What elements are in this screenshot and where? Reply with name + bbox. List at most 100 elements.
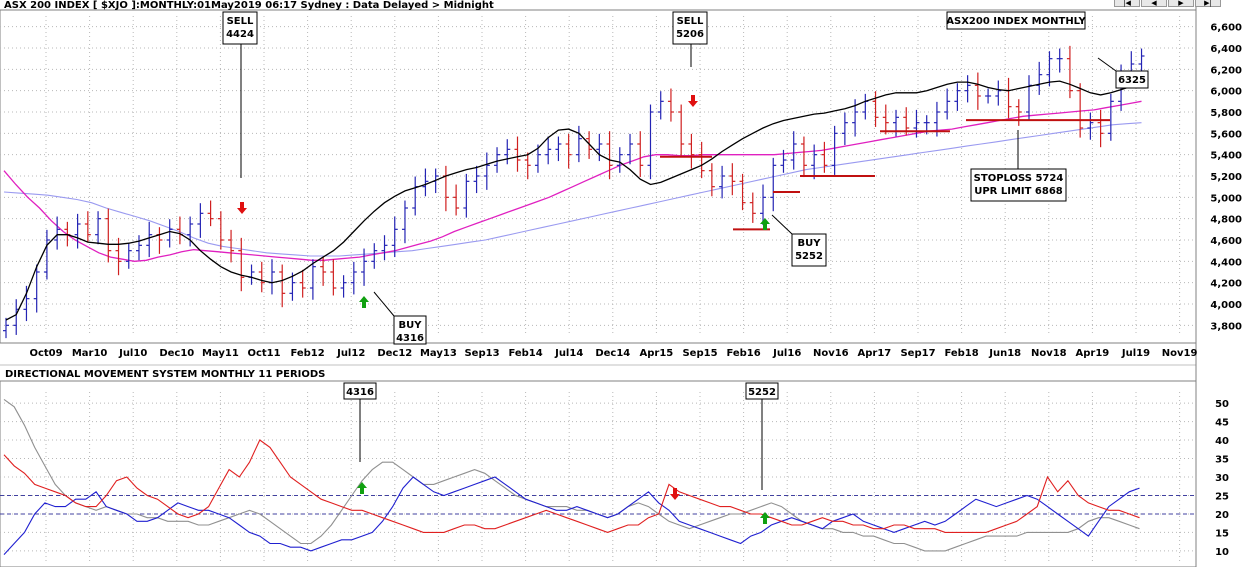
nav-first-button[interactable]: |◀ [1114,0,1140,7]
price-bar [371,243,378,269]
price-bar [729,163,736,196]
indicator-callout-1: 4316 [343,382,377,462]
callout-box [1115,70,1149,89]
x-tick-label: Jun18 [988,348,1021,359]
nav-last-button[interactable]: ▶| [1195,0,1221,7]
x-tick-label: Oct11 [247,348,280,359]
price-bar [340,275,347,298]
callout-box [672,11,708,45]
price-bar [719,165,726,199]
stoploss-callout: STOPLOSS 5724 UPR LIMIT 6868 [970,130,1067,202]
x-tick-label: Feb16 [726,348,760,359]
price-y-axis: 3,800 4,000 4,200 4,400 4,600 4,800 5,000 5,200… [1210,23,1242,333]
price-bar [698,141,705,179]
callout-text: BUY [798,238,822,249]
price-bar [678,104,685,156]
indicator-title: DIRECTIONAL MOVEMENT SYSTEM MONTHLY 11 P… [5,369,325,380]
indicator-y-axis: 10 15 20 25 30 35 40 45 50 [1215,399,1229,558]
x-tick-label: Oct09 [29,348,62,359]
price-bar [545,136,552,165]
price-bar [606,131,613,180]
price-bar [95,211,102,245]
price-bar [1087,112,1094,140]
price-bar [821,141,828,173]
last-price-callout: 6325 [1097,57,1149,89]
price-bar [84,211,91,243]
price-y-tick: 6,600 [1210,23,1242,34]
buy-callout-2: BUY 5252 [771,214,827,267]
buy-arrow [760,218,770,230]
price-bar [790,131,797,170]
price-y-tick: 4,200 [1210,279,1242,290]
price-y-tick: 6,400 [1210,44,1242,55]
price-bar [166,219,173,248]
indicator-panel [0,380,1197,567]
chart-header-title: ASX 200 INDEX [ $XJO ]:MONTHLY:01May2019… [4,0,494,11]
price-bar [494,147,501,173]
price-bar [54,216,61,250]
price-bar [616,147,623,173]
price-bar [667,88,674,122]
price-bar [688,133,695,169]
price-y-tick: 5,000 [1210,193,1242,204]
price-bar [197,203,204,238]
x-tick-label: Mar10 [72,348,108,359]
price-bar [974,72,981,110]
callout-text: 4424 [226,29,254,40]
plus-di-line [3,476,1140,555]
callout-box [745,382,779,400]
price-bar [146,221,153,258]
price-bar [913,109,920,138]
signal-arrows [237,95,770,524]
price-bar [770,157,777,212]
price-y-tick: 5,600 [1210,129,1242,140]
x-tick-label: Sep15 [682,348,717,359]
price-bar [217,211,224,250]
nav-prev-button[interactable]: ◀ [1141,0,1167,7]
price-bar [105,208,112,263]
price-bar [985,88,992,104]
callout-leader [771,214,793,235]
x-tick-label: Nov18 [1031,348,1067,359]
callout-box [791,233,827,267]
indicator-y-tick: 35 [1215,455,1229,466]
price-bar [289,272,296,301]
buy-arrow [359,296,369,308]
price-bar [43,229,50,280]
x-tick-label: Nov16 [813,348,849,359]
price-bar [279,264,286,308]
nav-next-button[interactable]: ▶ [1168,0,1194,7]
ma-short-line [5,80,1142,321]
callout-text: 4316 [396,333,424,344]
x-tick-label: Feb18 [944,348,978,359]
price-bar [882,104,889,135]
x-tick-label: Dec12 [377,348,412,359]
price-bar [565,133,572,169]
price-y-tick: 4,400 [1210,257,1242,268]
price-bar [586,131,593,159]
price-bar [187,216,194,247]
price-bar [995,80,1002,106]
callout-box [970,168,1067,202]
price-bar [760,184,767,226]
x-tick-label: Sep13 [464,348,499,359]
indicator-y-tick: 30 [1215,473,1229,484]
callout-text: SELL [227,16,254,27]
price-bar [309,259,316,300]
callout-text: SELL [677,16,704,27]
callout-box [393,315,427,345]
price-bar [320,256,327,286]
price-bar [135,235,142,261]
price-bar [473,165,480,194]
x-axis: Oct09 Mar10 Jul10 Dec10 May11 Oct11 Feb12 Jul12… [29,348,1197,359]
price-bar [831,125,838,175]
price-y-tick: 5,400 [1210,151,1242,162]
ma-mid-line [3,100,1142,262]
x-tick-label: Apr17 [858,348,892,359]
price-bar [207,200,214,227]
sell-arrow [670,488,680,500]
x-tick-label: Dec10 [159,348,194,359]
x-tick-label: Jul16 [772,348,801,359]
price-bar [739,173,746,211]
